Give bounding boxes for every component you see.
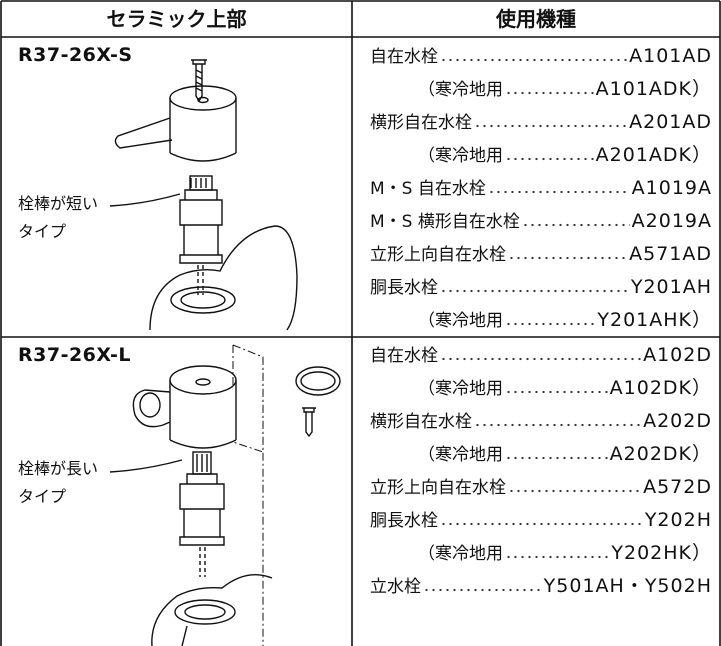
- leader-dots: [505, 90, 594, 95]
- item-model: Y202H: [644, 509, 712, 531]
- callout: 栓棒が短い タイプ: [18, 190, 98, 246]
- item-name: （寒冷地用: [418, 146, 503, 166]
- list-item: 横形自在水栓 A201AD: [370, 106, 712, 139]
- leader-dots: [505, 389, 608, 394]
- list-item: M・S 横形自在水栓 A2019A: [370, 205, 712, 238]
- model-code: R37-26X-L: [18, 344, 131, 366]
- model-list: 自在水栓 A102D （寒冷地用 A102DK） 横形自在水栓 A202D （寒冷地用 A20…: [370, 339, 712, 603]
- item-name: （寒冷地用: [418, 80, 503, 100]
- item-name: （寒冷地用: [418, 379, 503, 399]
- leader-dots: [508, 255, 628, 260]
- item-model: A202DK）: [609, 443, 712, 465]
- item-name: 横形自在水栓: [370, 412, 472, 432]
- leader-dots: [521, 222, 630, 227]
- leader-dots: [423, 587, 542, 592]
- item-model: A202D: [643, 410, 712, 432]
- item-model: A102DK）: [609, 377, 712, 399]
- item-name: M・S 自在水栓: [370, 179, 486, 199]
- item-name: M・S 横形自在水栓: [370, 212, 520, 232]
- item-name: 立形上向自在水栓: [370, 245, 506, 265]
- list-item: 胴長水栓 Y201AH: [370, 271, 712, 304]
- list-item: （寒冷地用 Y201AHK）: [370, 304, 712, 337]
- leader-dots: [440, 57, 628, 62]
- list-item: 立形上向自在水栓 A571AD: [370, 238, 712, 271]
- item-model: A1019A: [631, 177, 712, 199]
- leader-dots: [505, 554, 610, 559]
- item-name: （寒冷地用: [418, 311, 503, 331]
- header-left: セラミック上部: [106, 7, 247, 31]
- leader-dots: [487, 189, 630, 194]
- list-item: （寒冷地用 A201ADK）: [370, 139, 712, 172]
- item-model: A101AD: [629, 45, 712, 67]
- list-item: （寒冷地用 A202DK）: [370, 438, 712, 471]
- list-item: 立水栓 Y501AH・Y502H: [370, 570, 712, 603]
- leader-dots: [440, 521, 643, 526]
- illustration-short: [109, 59, 298, 331]
- item-name: 立水栓: [370, 577, 421, 597]
- list-item: 横形自在水栓 A202D: [370, 405, 712, 438]
- list-item: （寒冷地用 Y202HK）: [370, 537, 712, 570]
- callout-line: タイプ: [18, 222, 67, 241]
- item-model: A102D: [643, 344, 712, 366]
- list-item: 立形上向自在水栓 A572D: [370, 471, 712, 504]
- item-name: 胴長水栓: [370, 278, 438, 298]
- list-item: 自在水栓 A101AD: [370, 40, 712, 73]
- item-model: Y201AHK）: [597, 309, 712, 331]
- callout: 栓棒が長い タイプ: [18, 455, 98, 511]
- callout-line: 栓棒が長い: [18, 459, 99, 478]
- leader-dots: [505, 455, 608, 460]
- item-model: A571AD: [629, 243, 712, 265]
- item-model: A201AD: [629, 111, 712, 133]
- item-model: A101ADK）: [595, 78, 712, 100]
- leader-dots: [505, 321, 596, 326]
- item-model: A572D: [643, 476, 712, 498]
- callout-line: 栓棒が短い: [18, 194, 99, 213]
- list-item: （寒冷地用 A101ADK）: [370, 73, 712, 106]
- item-name: 立形上向自在水栓: [370, 478, 506, 498]
- list-item: 自在水栓 A102D: [370, 339, 712, 372]
- leader-dots: [474, 123, 628, 128]
- item-model: Y201AH: [630, 276, 712, 298]
- illustration-long: [109, 344, 341, 646]
- item-model: A2019A: [631, 210, 712, 232]
- item-name: 胴長水栓: [370, 511, 438, 531]
- leader-dots: [508, 488, 642, 493]
- model-code: R37-26X-S: [18, 44, 133, 66]
- header-right: 使用機種: [496, 7, 576, 31]
- item-model: Y501AH・Y502H: [543, 575, 712, 597]
- item-name: 横形自在水栓: [370, 113, 472, 133]
- item-name: （寒冷地用: [418, 445, 503, 465]
- item-model: A201ADK）: [595, 144, 712, 166]
- model-list: 自在水栓 A101AD （寒冷地用 A101ADK） 横形自在水栓 A201AD （寒冷地用…: [370, 40, 712, 337]
- list-item: M・S 自在水栓 A1019A: [370, 172, 712, 205]
- leader-dots: [440, 356, 642, 361]
- item-name: 自在水栓: [370, 346, 438, 366]
- leader-dots: [474, 422, 642, 427]
- item-name: （寒冷地用: [418, 544, 503, 564]
- leader-dots: [505, 156, 594, 161]
- callout-line: タイプ: [18, 487, 67, 506]
- list-item: （寒冷地用 A102DK）: [370, 372, 712, 405]
- leader-dots: [440, 288, 629, 293]
- list-item: 胴長水栓 Y202H: [370, 504, 712, 537]
- item-name: 自在水栓: [370, 47, 438, 67]
- item-model: Y202HK）: [611, 542, 712, 564]
